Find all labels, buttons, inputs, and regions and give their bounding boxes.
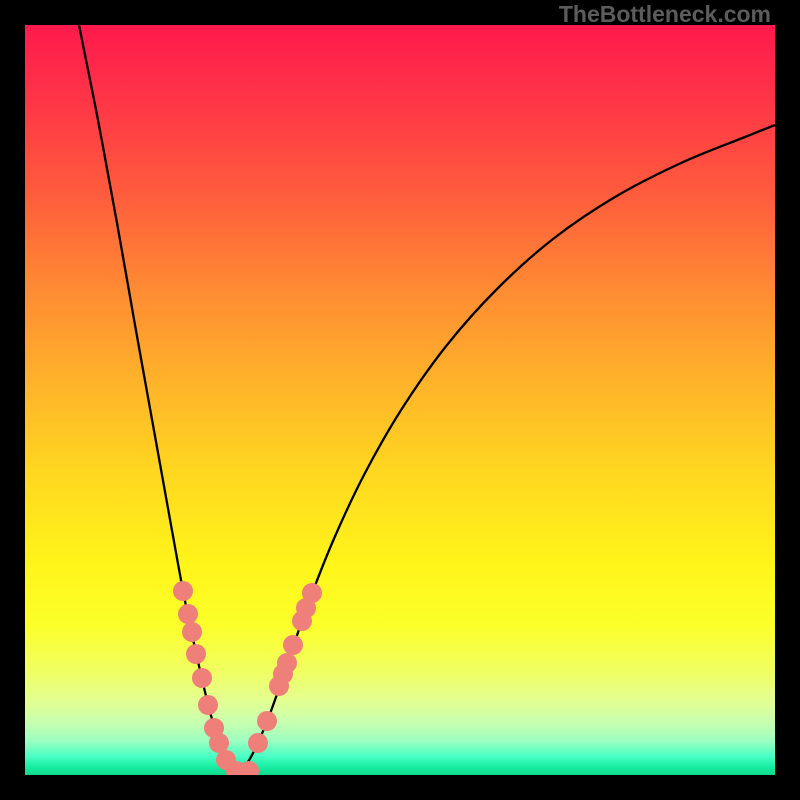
data-marker xyxy=(182,622,202,642)
watermark-text: TheBottleneck.com xyxy=(559,1,771,28)
data-marker xyxy=(277,653,297,673)
plot-area xyxy=(25,25,775,775)
data-marker xyxy=(257,711,277,731)
data-marker xyxy=(302,583,322,603)
curve-right-branch xyxy=(238,125,775,772)
curve-left-branch xyxy=(79,25,238,772)
chart-svg xyxy=(25,25,775,775)
data-marker xyxy=(192,668,212,688)
data-marker xyxy=(283,635,303,655)
marker-group xyxy=(173,581,322,775)
data-marker xyxy=(186,644,206,664)
data-marker xyxy=(248,733,268,753)
data-marker xyxy=(198,695,218,715)
data-marker xyxy=(173,581,193,601)
data-marker xyxy=(178,604,198,624)
